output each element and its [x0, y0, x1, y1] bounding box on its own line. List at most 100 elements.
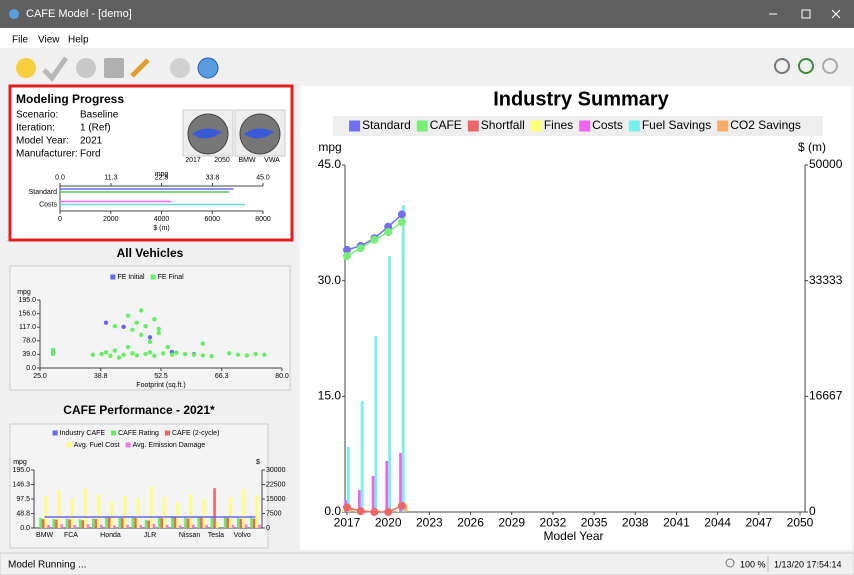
legend-label: Avg. Emission Damage [133, 442, 206, 449]
axis-title: Model Year [543, 529, 603, 543]
bar [68, 519, 71, 528]
point [147, 335, 153, 340]
progress-value: 2021 [80, 136, 103, 147]
x-tick-label: 2017 [334, 515, 361, 529]
close-button[interactable] [831, 9, 841, 19]
bar [184, 517, 187, 528]
bar [404, 505, 408, 512]
x-tick-label: 2038 [622, 515, 649, 529]
x-tick-label: JLR [144, 532, 156, 539]
bar [357, 490, 361, 512]
bar [231, 524, 235, 528]
x-tick-label: 80.0 [275, 373, 289, 380]
validate-button[interactable] [42, 56, 69, 82]
zoom-out-button[interactable] [798, 58, 814, 74]
menu-bar [0, 28, 854, 48]
point [121, 352, 126, 357]
point [147, 339, 153, 345]
stop-button[interactable] [76, 58, 96, 78]
axis-title: mpg [17, 289, 31, 296]
progress-label: Model Year: [16, 136, 69, 147]
y-tick-label: 30.0 [318, 273, 342, 287]
bar [110, 500, 114, 528]
settings-button[interactable] [130, 58, 150, 78]
bar [65, 518, 69, 528]
x-tick-label: 4000 [154, 216, 170, 223]
bar [250, 517, 253, 528]
menu-view[interactable]: View [38, 35, 60, 46]
bar [113, 525, 116, 528]
point [51, 351, 56, 357]
point [262, 352, 267, 357]
x-tick-label: 22.5 [155, 175, 169, 182]
x-tick-label: 2026 [457, 515, 484, 529]
bar [118, 517, 122, 528]
y-tick-label: 15.0 [318, 389, 342, 403]
bar [173, 516, 177, 528]
point [244, 353, 249, 358]
save-button[interactable] [104, 58, 124, 78]
chart-title: All Vehicles [117, 246, 184, 260]
bar [41, 519, 45, 528]
status-bar [0, 552, 854, 575]
bar [160, 518, 164, 528]
legend-swatch [66, 442, 72, 448]
y-tick-label: 195.0 [18, 297, 36, 304]
bar [55, 519, 58, 528]
point [152, 316, 157, 322]
new-button[interactable] [16, 58, 36, 78]
x-tick-label: 11.3 [104, 175, 117, 182]
y-tick-label: 22500 [266, 481, 286, 488]
menu-help[interactable]: Help [68, 35, 89, 46]
y-tick-label: 39.0 [22, 351, 36, 358]
vehicles-panel [9, 265, 291, 391]
stop-run-button[interactable] [197, 57, 219, 79]
bar [385, 460, 389, 512]
bar [360, 400, 364, 512]
menu-file[interactable]: File [12, 35, 29, 46]
y-tick-label: 0.0 [20, 525, 30, 532]
legend-swatch [349, 120, 361, 132]
x-tick-label: Nissan [179, 532, 201, 539]
bar [165, 524, 169, 528]
maximize-button[interactable] [801, 9, 811, 19]
point [165, 344, 170, 350]
bar [126, 524, 129, 528]
x-tick-label: 33.8 [206, 175, 220, 182]
zoom-reset-button[interactable] [822, 58, 838, 74]
y-tick-label: 97.5 [16, 496, 30, 503]
bar [39, 517, 42, 528]
bar [399, 453, 402, 512]
progress-label: Manufacturer: [16, 149, 78, 160]
x-tick-label: 2000 [103, 216, 119, 223]
bar [47, 524, 50, 528]
bar [229, 497, 232, 528]
point [397, 218, 406, 227]
bar [84, 488, 87, 528]
bar [189, 494, 193, 528]
gauge-label: 2017 [185, 157, 201, 164]
point [143, 323, 148, 329]
legend-swatch [52, 430, 58, 436]
bar [176, 501, 179, 528]
legend-swatch [125, 442, 131, 448]
point [343, 503, 351, 512]
legend-label: CO2 Savings [730, 118, 801, 132]
bar [57, 490, 61, 528]
run-button[interactable] [170, 58, 190, 78]
axis-title: mpg [155, 171, 169, 178]
point [200, 341, 205, 346]
x-tick-label: Volvo [234, 532, 251, 539]
gauge-label: VWA [264, 157, 280, 164]
legend: Industry CAFE CAFE Rating CAFE (2-cycle) [52, 430, 219, 437]
x-tick-label: Tesla [208, 532, 224, 539]
bar [78, 519, 82, 528]
bar [239, 518, 243, 528]
legend-swatch [717, 120, 729, 132]
axis-title: $ (m) [153, 225, 169, 232]
point [169, 352, 175, 357]
point [117, 355, 122, 360]
zoom-in-button[interactable] [774, 58, 790, 74]
x-tick-label: 25.0 [33, 373, 47, 380]
bar [341, 509, 345, 512]
